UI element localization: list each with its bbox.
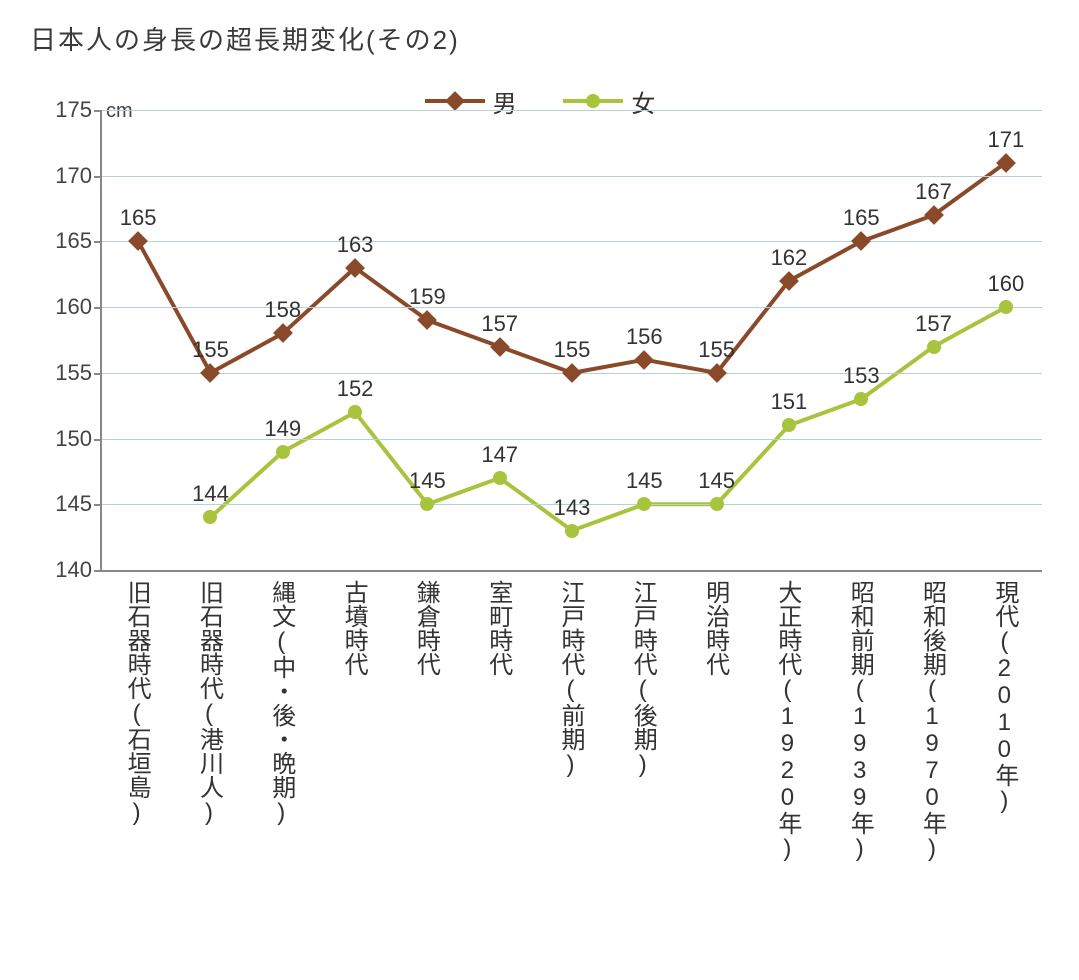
x-tick-label: 旧石器時代(石垣島): [118, 580, 154, 826]
gridline: [102, 110, 1042, 111]
data-label: 145: [409, 468, 446, 494]
data-marker: [565, 524, 579, 538]
data-label: 155: [698, 337, 735, 363]
data-label: 158: [264, 297, 301, 323]
x-tick-label: 鎌倉時代: [407, 580, 443, 676]
x-tick-label: 江戸時代(前期): [552, 580, 588, 778]
data-label: 155: [192, 337, 229, 363]
y-tick-label: 140: [55, 557, 92, 583]
x-tick-label: 縄文(中・後・晩期): [263, 580, 299, 826]
data-label: 147: [481, 442, 518, 468]
data-marker: [710, 497, 724, 511]
data-marker: [276, 445, 290, 459]
data-marker: [999, 300, 1013, 314]
x-tick-label: 江戸時代(後期): [624, 580, 660, 778]
y-tick-label: 165: [55, 228, 92, 254]
gridline: [102, 439, 1042, 440]
data-label: 167: [915, 179, 952, 205]
data-label: 165: [843, 205, 880, 231]
data-label: 152: [337, 376, 374, 402]
data-label: 144: [192, 481, 229, 507]
data-label: 171: [987, 127, 1024, 153]
data-label: 145: [698, 468, 735, 494]
data-marker: [927, 340, 941, 354]
data-label: 165: [120, 205, 157, 231]
data-label: 153: [843, 363, 880, 389]
gridline: [102, 241, 1042, 242]
data-label: 160: [987, 271, 1024, 297]
x-tick-label: 現代(2010年): [986, 580, 1022, 814]
data-label: 159: [409, 284, 446, 310]
x-tick-label: 昭和前期(1939年): [841, 580, 877, 862]
x-tick-label: 室町時代: [480, 580, 516, 676]
x-axis-labels: 旧石器時代(石垣島) 旧石器時代(港川人) 縄文(中・後・晩期) 古墳時代鎌倉時代 室町…: [100, 580, 1040, 980]
gridline: [102, 307, 1042, 308]
y-tick-label: 150: [55, 426, 92, 452]
chart-container: 男 女 cm 140145150155160165170175165155158…: [20, 80, 1060, 900]
y-tick-label: 170: [55, 163, 92, 189]
x-tick-label: 旧石器時代(港川人): [190, 580, 226, 826]
y-tick-label: 155: [55, 360, 92, 386]
data-label: 143: [554, 495, 591, 521]
data-label: 149: [264, 416, 301, 442]
x-tick-label: 大正時代(1920年): [769, 580, 805, 862]
y-tick-label: 160: [55, 294, 92, 320]
x-tick-label: 明治時代: [697, 580, 733, 676]
y-tick-label: 175: [55, 97, 92, 123]
gridline: [102, 176, 1042, 177]
data-marker: [493, 471, 507, 485]
x-tick-label: 昭和後期(1970年): [914, 580, 950, 862]
data-label: 162: [771, 245, 808, 271]
data-label: 151: [771, 389, 808, 415]
y-tick-label: 145: [55, 491, 92, 517]
data-label: 157: [481, 311, 518, 337]
data-label: 163: [337, 232, 374, 258]
data-label: 157: [915, 311, 952, 337]
data-label: 145: [626, 468, 663, 494]
x-tick-label: 古墳時代: [335, 580, 371, 676]
chart-title: 日本人の身長の超長期変化(その2): [30, 20, 460, 57]
plot-area: 1401451501551601651701751651551581631591…: [100, 110, 1042, 572]
data-label: 155: [554, 337, 591, 363]
data-label: 156: [626, 324, 663, 350]
